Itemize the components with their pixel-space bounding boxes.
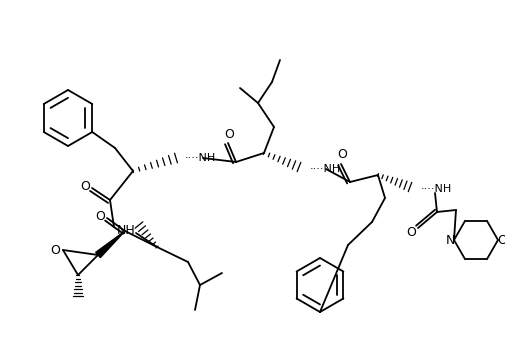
Text: O: O: [50, 245, 60, 257]
Text: O: O: [95, 210, 105, 223]
Text: O: O: [80, 180, 90, 193]
Text: ····NH: ····NH: [420, 184, 451, 194]
Text: N: N: [444, 233, 454, 246]
Text: NH: NH: [116, 223, 135, 237]
Text: O: O: [336, 149, 346, 162]
Text: O: O: [224, 127, 233, 140]
Text: ····NH: ····NH: [310, 164, 340, 174]
Text: O: O: [405, 227, 415, 239]
Text: O: O: [496, 233, 505, 246]
Text: ····NH: ····NH: [185, 153, 216, 163]
Polygon shape: [95, 231, 125, 258]
